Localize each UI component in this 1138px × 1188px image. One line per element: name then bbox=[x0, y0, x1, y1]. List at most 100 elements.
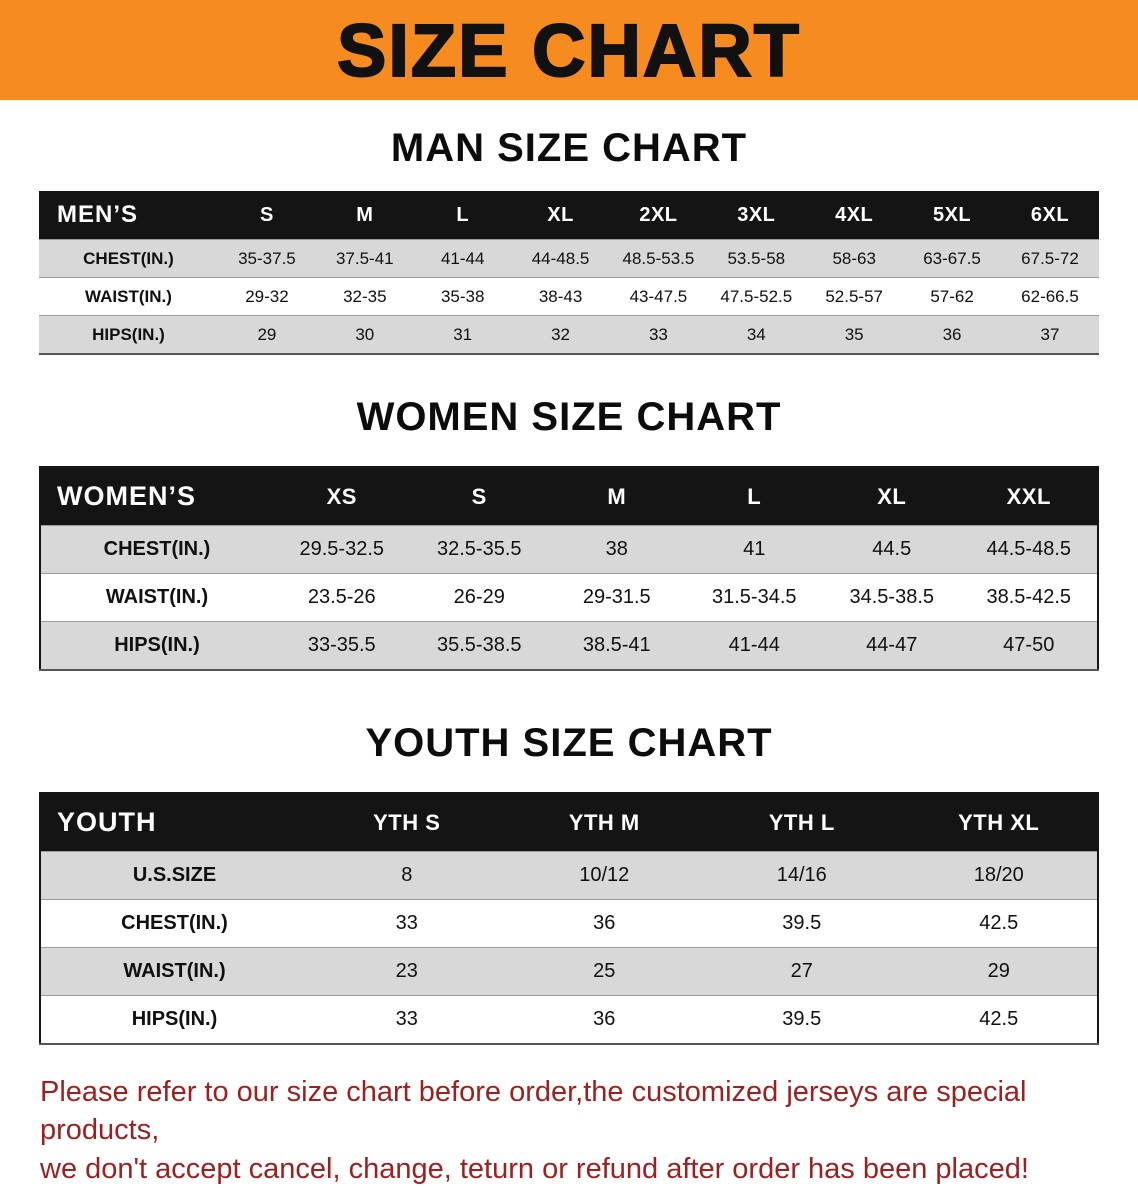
table-row: CHEST(IN.) 29.5-32.5 32.5-35.5 38 41 44.… bbox=[40, 525, 1098, 574]
size-cell: 38 bbox=[548, 525, 686, 574]
size-col-header: 5XL bbox=[903, 191, 1001, 240]
size-col-header: YTH L bbox=[703, 793, 901, 852]
size-cell: 47-50 bbox=[960, 621, 1098, 670]
size-cell: 37.5-41 bbox=[315, 239, 414, 278]
size-cell: 35 bbox=[805, 315, 904, 354]
size-cell: 39.5 bbox=[782, 1008, 822, 1030]
size-cell: 41-44 bbox=[413, 239, 512, 278]
table-row: HIPS(IN.) 29 30 31 32 33 34 35 36 37 bbox=[39, 315, 1099, 354]
row-label: U.S.SIZE bbox=[40, 851, 308, 900]
size-col-header: 4XL bbox=[805, 191, 904, 240]
size-cell: 35-37.5 bbox=[218, 239, 316, 278]
size-col-header: 3XL bbox=[707, 191, 806, 240]
women-section-heading: WOMEN SIZE CHART bbox=[356, 395, 782, 439]
size-cell: 37 bbox=[1001, 315, 1099, 354]
size-cell: 33 bbox=[609, 315, 708, 354]
size-cell: 32.5-35.5 bbox=[410, 525, 548, 574]
size-cell: 32-35 bbox=[343, 286, 387, 306]
note-line-2: we don't accept cancel, change, teturn o… bbox=[40, 1152, 1029, 1185]
row-label: HIPS(IN.) bbox=[131, 1008, 218, 1030]
size-cell: 62-66.5 bbox=[1021, 286, 1079, 306]
size-col-header: YTH M bbox=[505, 793, 703, 852]
size-cell: 33 bbox=[395, 912, 418, 934]
size-cell: 29 bbox=[218, 315, 316, 354]
size-cell: 44.5 bbox=[823, 525, 961, 574]
row-label: WAIST(IN.) bbox=[85, 286, 172, 306]
size-col-header: XL bbox=[511, 191, 610, 240]
size-col-header: L bbox=[413, 191, 512, 240]
size-cell: 8 bbox=[308, 851, 506, 900]
table-row: HIPS(IN.) 33-35.5 35.5-38.5 38.5-41 41-4… bbox=[40, 621, 1098, 670]
size-cell: 57-62 bbox=[930, 286, 974, 306]
row-label: HIPS(IN.) bbox=[40, 621, 273, 670]
size-cell: 43-47.5 bbox=[629, 286, 688, 306]
youth-section-heading: YOUTH SIZE CHART bbox=[365, 721, 773, 765]
table-row: WAIST(IN.) 29-32 32-35 35-38 38-43 43-47… bbox=[39, 277, 1099, 316]
men-size-table: MEN’S S M L XL 2XL 3XL 4XL 5XL 6XL CHEST… bbox=[39, 191, 1099, 355]
table-row: WAIST(IN.) 23.5-26 26-29 29-31.5 31.5-34… bbox=[40, 573, 1098, 622]
size-cell: 29.5-32.5 bbox=[273, 525, 411, 574]
size-cell: 52.5-57 bbox=[825, 286, 884, 306]
table-row: CHEST(IN.) 35-37.5 37.5-41 41-44 44-48.5… bbox=[39, 239, 1099, 278]
table-row: U.S.SIZE 8 10/12 14/16 18/20 bbox=[40, 851, 1098, 900]
size-cell: 47.5-52.5 bbox=[720, 286, 793, 306]
size-cell: 38.5-42.5 bbox=[986, 586, 1071, 608]
size-cell: 35.5-38.5 bbox=[410, 621, 548, 670]
size-col-header: YTH S bbox=[308, 793, 506, 852]
size-cell: 42.5 bbox=[979, 1008, 1019, 1030]
size-cell: 25 bbox=[505, 947, 703, 996]
size-cell: 34 bbox=[707, 315, 806, 354]
size-cell: 26-29 bbox=[453, 586, 505, 608]
size-cell: 63-67.5 bbox=[903, 239, 1001, 278]
size-col-header: XXL bbox=[960, 467, 1098, 526]
women-header-row: WOMEN’S XS S M L XL XXL bbox=[40, 467, 1098, 526]
size-cell: 23.5-26 bbox=[307, 586, 376, 608]
size-cell: 18/20 bbox=[900, 851, 1098, 900]
row-label: CHEST(IN.) bbox=[40, 525, 273, 574]
size-cell: 31.5-34.5 bbox=[711, 586, 797, 608]
size-cell: 34.5-38.5 bbox=[849, 586, 934, 608]
men-header-row: MEN’S S M L XL 2XL 3XL 4XL 5XL 6XL bbox=[39, 191, 1099, 240]
size-cell: 10/12 bbox=[505, 851, 703, 900]
size-col-header: YTH XL bbox=[900, 793, 1098, 852]
size-cell: 35-38 bbox=[440, 286, 485, 306]
size-cell: 58-63 bbox=[805, 239, 904, 278]
women-table-title: WOMEN’S bbox=[40, 467, 273, 526]
size-cell: 38-43 bbox=[538, 286, 583, 306]
size-cell: 31 bbox=[413, 315, 512, 354]
youth-table-title: YOUTH bbox=[40, 793, 308, 852]
men-table-title: MEN’S bbox=[39, 191, 218, 240]
women-size-table: WOMEN’S XS S M L XL XXL CHEST(IN.) 29.5-… bbox=[39, 466, 1099, 671]
size-cell: 29-31.5 bbox=[582, 586, 651, 608]
size-cell: 48.5-53.5 bbox=[609, 239, 708, 278]
size-cell: 36 bbox=[903, 315, 1001, 354]
size-col-header: 2XL bbox=[609, 191, 708, 240]
size-cell: 36 bbox=[593, 912, 616, 934]
size-cell: 53.5-58 bbox=[707, 239, 806, 278]
size-cell: 38.5-41 bbox=[548, 621, 686, 670]
table-row: HIPS(IN.) 33 36 39.5 42.5 bbox=[40, 995, 1098, 1044]
size-cell: 30 bbox=[315, 315, 414, 354]
table-row: WAIST(IN.) 23 25 27 29 bbox=[40, 947, 1098, 996]
size-col-header: XL bbox=[823, 467, 961, 526]
size-cell: 44.5-48.5 bbox=[960, 525, 1098, 574]
youth-header-row: YOUTH YTH S YTH M YTH L YTH XL bbox=[40, 793, 1098, 852]
size-cell: 14/16 bbox=[703, 851, 901, 900]
size-cell: 33-35.5 bbox=[273, 621, 411, 670]
size-col-header: M bbox=[315, 191, 414, 240]
disclaimer-note: Please refer to our size chart before or… bbox=[40, 1073, 1098, 1188]
size-cell: 27 bbox=[703, 947, 901, 996]
size-cell: 67.5-72 bbox=[1001, 239, 1099, 278]
table-row: CHEST(IN.) 33 36 39.5 42.5 bbox=[40, 899, 1098, 948]
size-cell: 29-32 bbox=[245, 286, 289, 306]
row-label: WAIST(IN.) bbox=[40, 947, 308, 996]
size-cell: 32 bbox=[511, 315, 610, 354]
row-label: CHEST(IN.) bbox=[121, 912, 228, 934]
row-label: CHEST(IN.) bbox=[39, 239, 218, 278]
size-cell: 44-47 bbox=[823, 621, 961, 670]
size-cell: 36 bbox=[593, 1008, 616, 1030]
size-col-header: L bbox=[685, 467, 823, 526]
page-title: SIZE CHART bbox=[336, 8, 801, 93]
size-cell: 39.5 bbox=[782, 912, 822, 934]
men-section-heading: MAN SIZE CHART bbox=[390, 126, 748, 170]
